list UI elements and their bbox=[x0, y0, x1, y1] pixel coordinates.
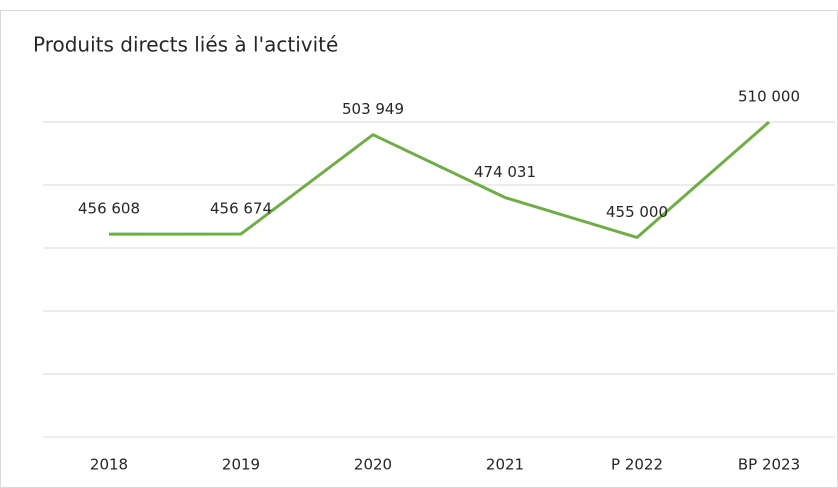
data-label: 456 674 bbox=[210, 199, 272, 217]
data-label: 503 949 bbox=[342, 100, 404, 118]
data-label: 455 000 bbox=[606, 203, 668, 221]
data-label: 474 031 bbox=[474, 163, 536, 181]
chart-frame bbox=[0, 10, 838, 488]
x-tick-label: P 2022 bbox=[611, 456, 663, 474]
x-tick-label: 2020 bbox=[354, 456, 392, 474]
x-tick-label: 2018 bbox=[90, 456, 128, 474]
x-tick-label: 2021 bbox=[486, 456, 524, 474]
x-tick-label: BP 2023 bbox=[738, 456, 800, 474]
x-tick-label: 2019 bbox=[222, 456, 260, 474]
data-label: 510 000 bbox=[738, 88, 800, 106]
line-series bbox=[108, 120, 770, 239]
data-label: 456 608 bbox=[78, 200, 140, 218]
chart-title: Produits directs liés à l'activité bbox=[33, 33, 338, 57]
